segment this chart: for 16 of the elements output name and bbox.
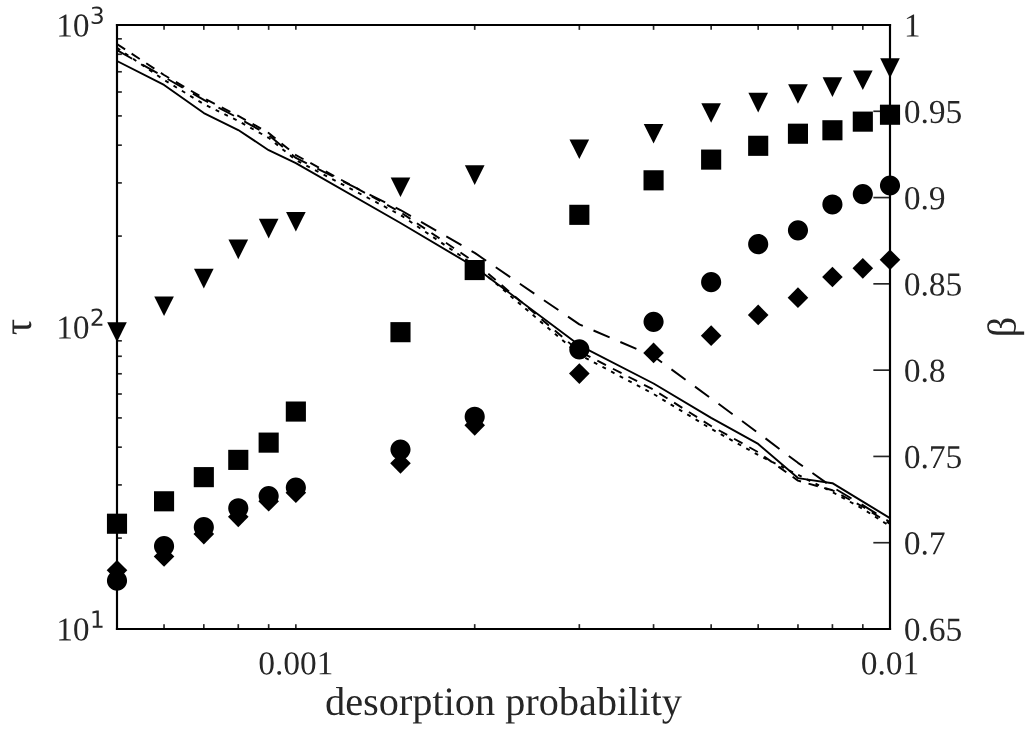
y2-tick-label: 0.65 <box>905 618 961 642</box>
y2-tick-label: 0.8 <box>905 359 945 383</box>
x-tick-label: 0.001 <box>259 652 332 675</box>
y2-tick-label: 0.9 <box>905 186 945 210</box>
x-axis-title: desorption probability <box>326 687 682 724</box>
x-tick-label: 0.01 <box>862 652 918 675</box>
y-tick-label: 10$^{3}$ <box>59 6 103 37</box>
y-tick-label: 10$^{2}$ <box>59 308 103 339</box>
y2-tick-label: 0.7 <box>905 532 945 555</box>
y2-tick-label: 0.95 <box>905 100 961 124</box>
y2-tick-label: 0.75 <box>905 445 961 469</box>
y-axis-title: τ <box>12 319 32 335</box>
y-tick-label: 10$^{1}$ <box>59 610 103 641</box>
y2-axis-title: β <box>987 318 1025 335</box>
y2-tick-label: 1 <box>906 14 919 37</box>
y2-tick-label: 0.85 <box>905 273 961 296</box>
